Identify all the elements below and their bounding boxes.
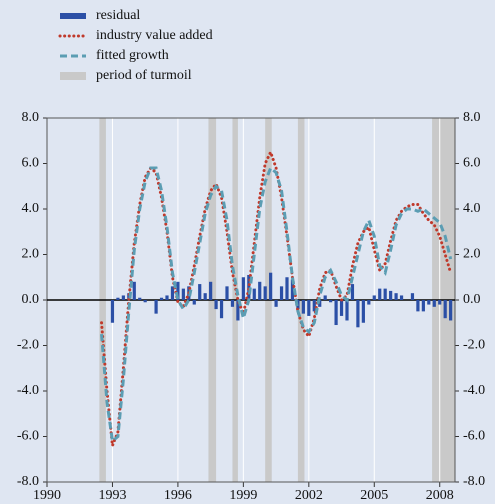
x-tick-label: 1999: [229, 488, 257, 503]
residual-bar: [269, 272, 273, 300]
y-tick-label-right: -2.0: [463, 338, 485, 353]
residual-bar: [143, 300, 147, 303]
residual-bar: [432, 300, 436, 307]
residual-bar: [241, 277, 245, 300]
residual-bar: [214, 300, 218, 310]
residual-bar: [323, 295, 327, 300]
residual-bar: [203, 293, 207, 300]
residual-bar: [274, 300, 278, 307]
residual-bar: [279, 286, 284, 300]
residual-bar: [301, 300, 305, 314]
x-tick-label: 2002: [295, 488, 323, 503]
residual-bar: [318, 300, 322, 307]
y-tick-label: -6.0: [17, 429, 39, 444]
y-tick-label: -4.0: [17, 383, 39, 398]
residual-bar: [116, 297, 120, 300]
y-tick-label-right: -4.0: [463, 383, 485, 398]
y-tick-label: -2.0: [17, 338, 39, 353]
residual-bar: [427, 300, 431, 305]
x-tick-label: 1990: [33, 488, 61, 503]
legend-label: industry value added: [96, 28, 213, 43]
y-tick-label-right: 2.0: [463, 247, 481, 262]
residual-bar: [219, 300, 224, 319]
series-line: [100, 148, 453, 447]
residual-bar: [399, 295, 404, 300]
legend-swatch: [60, 72, 86, 80]
y-tick-label: 8.0: [22, 110, 40, 125]
residual-bar: [154, 300, 158, 314]
residual-bar: [225, 286, 229, 300]
residual-bar: [410, 293, 415, 300]
residual-bar: [449, 300, 453, 321]
residual-bar: [236, 300, 240, 321]
residual-bar: [356, 300, 360, 328]
residual-bar: [198, 284, 202, 300]
residual-bar: [438, 300, 442, 305]
residual-bar: [421, 300, 425, 312]
residual-bar: [372, 295, 376, 300]
y-tick-label-right: -8.0: [463, 474, 485, 489]
residual-bar: [159, 297, 164, 300]
residual-bar: [394, 293, 398, 300]
legend-label: fitted growth: [96, 48, 169, 63]
residual-bar: [285, 277, 289, 300]
residual-bar: [339, 300, 344, 316]
residual-bar: [307, 300, 311, 316]
residual-bar: [367, 300, 371, 305]
residual-bar: [312, 300, 316, 312]
residual-bar: [443, 300, 447, 319]
x-tick-label: 2005: [360, 488, 388, 503]
residual-bar: [192, 300, 196, 305]
x-tick-label: 2008: [426, 488, 454, 503]
residual-bar: [121, 295, 125, 300]
x-tick-label: 1996: [164, 488, 192, 503]
y-tick-label-right: 8.0: [463, 110, 481, 125]
residual-bar: [263, 286, 267, 300]
residual-bar: [176, 281, 180, 300]
residual-bar: [389, 290, 393, 300]
residual-bar: [290, 279, 295, 300]
residual-bar: [350, 284, 355, 300]
legend-swatch: [60, 13, 86, 19]
residual-bar: [132, 281, 136, 300]
residual-bar: [170, 286, 175, 300]
residual-bar: [230, 300, 235, 307]
residual-bar: [416, 300, 420, 312]
y-tick-label-right: 0.0: [463, 292, 481, 307]
residual-bar: [329, 300, 333, 303]
residual-bar: [110, 300, 115, 323]
residual-bar: [378, 288, 382, 300]
residual-bar: [258, 281, 262, 300]
legend-label: residual: [96, 8, 140, 23]
x-tick-label: 1993: [98, 488, 126, 503]
residual-bar: [209, 281, 213, 300]
residual-bar: [181, 288, 185, 300]
legend-label: period of turmoil: [96, 68, 192, 83]
residual-bar: [138, 297, 142, 300]
series-line: [100, 165, 453, 444]
residual-bar: [334, 300, 338, 326]
y-tick-label-right: 4.0: [463, 201, 481, 216]
y-tick-label: 0.0: [22, 292, 40, 307]
y-tick-label: -8.0: [17, 474, 39, 489]
residual-bar: [165, 295, 169, 300]
residual-bar: [252, 288, 256, 300]
y-tick-label-right: -6.0: [463, 429, 485, 444]
y-tick-label: 2.0: [22, 247, 40, 262]
y-tick-label: 4.0: [22, 201, 40, 216]
y-tick-label-right: 6.0: [463, 156, 481, 171]
residual-bar: [345, 300, 349, 321]
y-tick-label: 6.0: [22, 156, 40, 171]
residual-bar: [361, 300, 365, 323]
residual-bar: [383, 288, 387, 300]
